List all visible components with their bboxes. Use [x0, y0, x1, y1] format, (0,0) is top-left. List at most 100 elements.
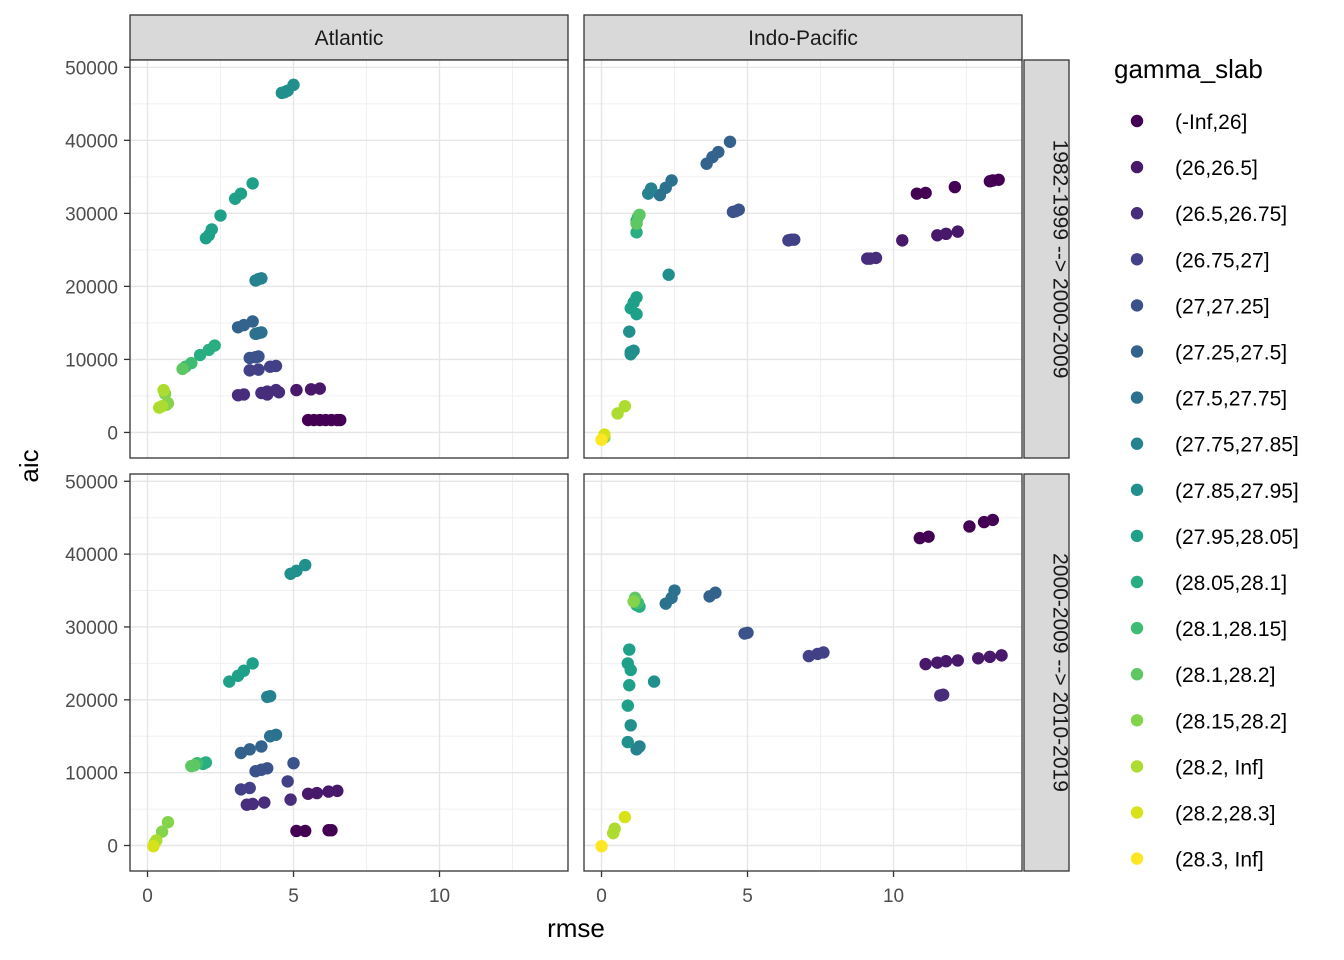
data-point — [986, 174, 999, 187]
legend: gamma_slab (-Inf,26] (26,26.5] (26.5,26.75… — [1114, 54, 1299, 872]
data-point — [624, 719, 637, 732]
legend-label: (27,27.25] — [1175, 295, 1270, 318]
legend-label: (28.1,28.2] — [1175, 664, 1275, 687]
data-point — [261, 388, 274, 401]
panel-points — [153, 78, 347, 427]
data-point — [621, 699, 634, 712]
panel-background — [130, 60, 568, 458]
y-tick-label: 20000 — [65, 691, 118, 712]
data-point — [287, 756, 300, 770]
data-point — [922, 530, 935, 543]
legend-title: gamma_slab — [1114, 54, 1263, 84]
data-point — [301, 787, 315, 800]
data-point — [223, 675, 236, 688]
data-point — [630, 226, 643, 239]
data-point — [621, 735, 634, 749]
panel-border — [583, 59, 1023, 459]
data-point — [668, 584, 681, 597]
legend-label: (27.5,27.75] — [1175, 388, 1287, 411]
x-tick-label: 5 — [742, 886, 753, 907]
y-tick-label: 0 — [107, 423, 118, 444]
data-point — [595, 433, 608, 446]
data-point — [269, 728, 283, 741]
data-point — [630, 217, 643, 230]
data-point — [301, 413, 315, 427]
legend-key — [1130, 114, 1144, 128]
data-point — [246, 315, 259, 328]
data-point — [246, 177, 259, 190]
x-tick-label: 0 — [142, 886, 153, 907]
data-point — [951, 225, 964, 238]
data-point — [624, 348, 637, 361]
data-point — [205, 223, 218, 236]
panel-points — [147, 558, 344, 853]
panel-1-2 — [584, 60, 1022, 458]
data-point — [299, 824, 312, 838]
data-point — [161, 815, 175, 829]
facet-label-indo-pacific: Indo-Pacific — [748, 27, 858, 50]
x-tick-label: 0 — [596, 886, 607, 907]
data-point — [281, 775, 294, 788]
panel-points — [595, 513, 1008, 853]
legend-label: (28.2,28.3] — [1175, 803, 1275, 826]
legend-key — [1130, 483, 1144, 496]
y-tick-label: 30000 — [65, 204, 118, 225]
data-point — [185, 759, 198, 773]
y-tick-label: 40000 — [65, 545, 118, 566]
legend-label: (27.25,27.5] — [1175, 342, 1287, 365]
data-point — [290, 383, 303, 397]
data-point — [284, 793, 297, 806]
panel-background — [584, 474, 1022, 871]
data-point — [633, 740, 646, 753]
panel-points — [595, 135, 1005, 446]
data-point — [246, 797, 259, 811]
data-point — [258, 796, 271, 809]
data-point — [243, 781, 256, 795]
legend-key — [1130, 345, 1144, 358]
x-axis-title: rmse — [547, 913, 605, 943]
legend-label: (27.95,28.05] — [1175, 526, 1299, 549]
data-point — [334, 413, 347, 427]
data-point — [155, 825, 169, 838]
data-point — [252, 350, 265, 363]
panel-1-1 — [130, 60, 568, 458]
data-point — [986, 513, 999, 527]
panel-2-2 — [584, 474, 1022, 871]
y-axis-title: aic — [14, 449, 44, 482]
legend-label: (-Inf,26] — [1175, 111, 1247, 134]
data-point — [214, 209, 227, 222]
data-point — [290, 824, 303, 838]
legend-key — [1130, 299, 1144, 312]
y-tick-label: 40000 — [65, 131, 118, 152]
y-tick-label: 50000 — [65, 58, 118, 79]
data-point — [665, 174, 678, 187]
data-point — [595, 840, 608, 853]
panel-background — [584, 60, 1022, 458]
panel-border — [583, 473, 1023, 872]
legend-label: (26,26.5] — [1175, 157, 1258, 180]
legend-key — [1130, 529, 1144, 543]
data-point — [261, 762, 274, 775]
legend-label: (28.2, Inf] — [1175, 756, 1264, 779]
panel-2-1 — [130, 474, 568, 871]
y-tick-label: 50000 — [65, 472, 118, 493]
legend-label: (28.05,28.1] — [1175, 572, 1287, 595]
y-tick-label: 30000 — [65, 618, 118, 639]
panel-background — [130, 474, 568, 871]
data-point — [155, 399, 169, 413]
data-point — [263, 689, 277, 703]
legend-label: (26.5,26.75] — [1175, 203, 1287, 226]
legend-key — [1130, 806, 1144, 819]
facet-strip-row — [1023, 473, 1070, 872]
data-point — [246, 657, 259, 670]
data-point — [910, 187, 924, 200]
data-point — [738, 627, 751, 640]
data-point — [623, 643, 636, 656]
data-point — [193, 348, 207, 362]
data-point — [255, 740, 268, 753]
data-point — [817, 646, 830, 659]
panel-border — [129, 59, 569, 459]
legend-key — [1130, 714, 1144, 727]
x-tick-label: 5 — [288, 886, 299, 907]
